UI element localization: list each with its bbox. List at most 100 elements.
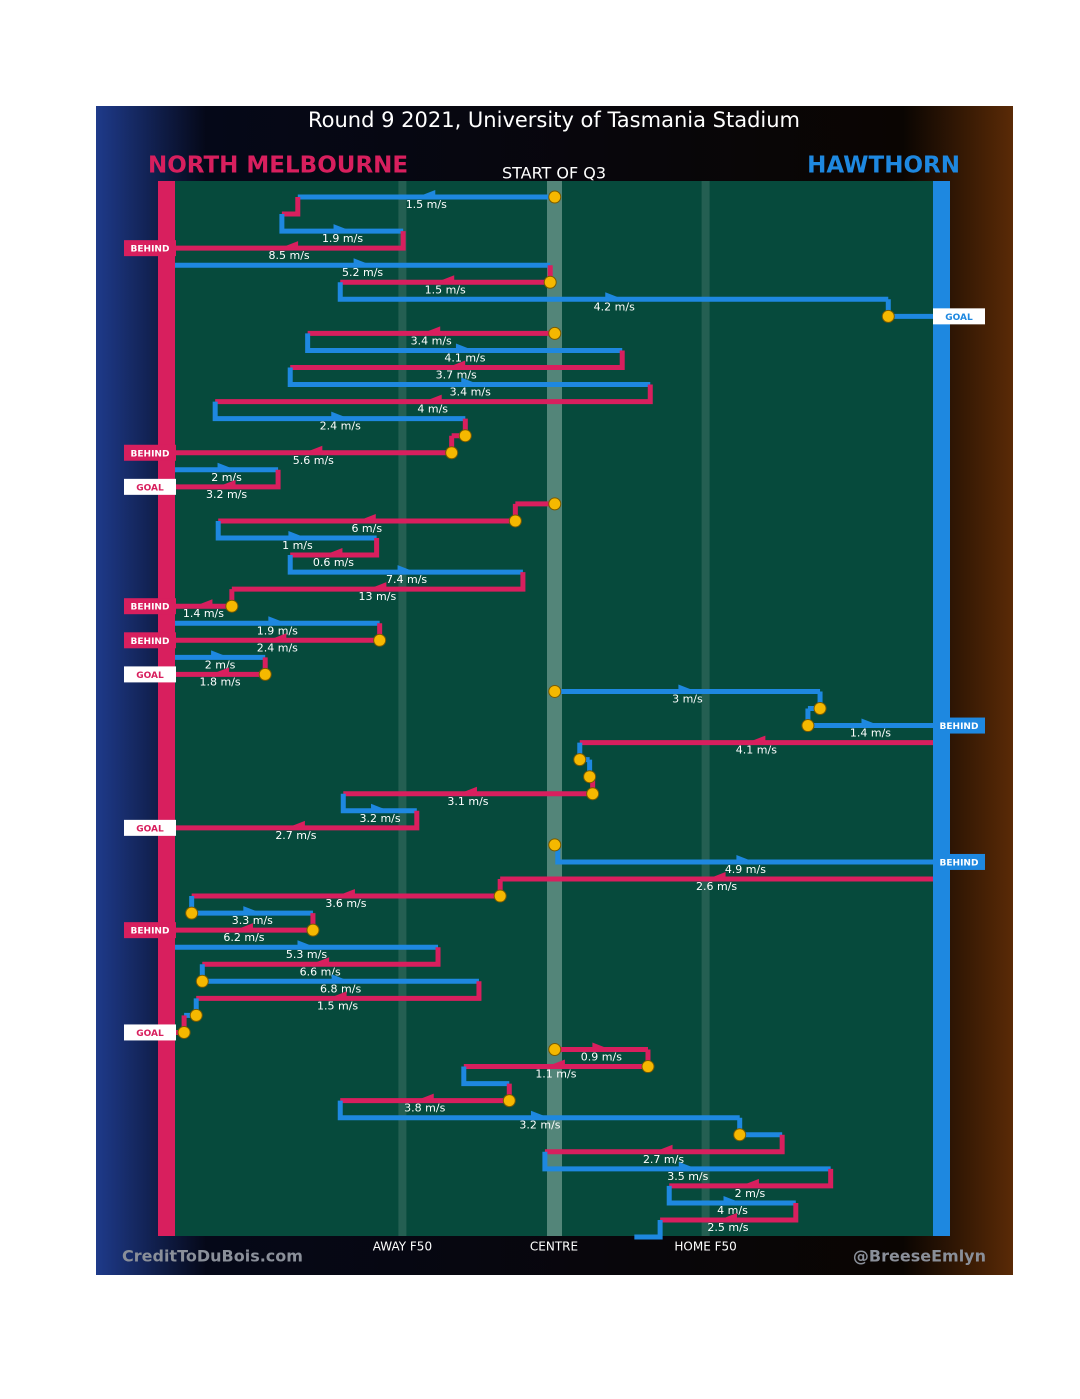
contest-marker (502, 1094, 516, 1108)
possession-path (212, 401, 466, 422)
footer-credit: CreditToDuBois.com (122, 1247, 303, 1266)
possession-path (231, 572, 526, 592)
x-tick-label: HOME F50 (674, 1240, 736, 1254)
possession-path (337, 282, 889, 302)
result-box (124, 922, 176, 939)
contest-marker (641, 1060, 655, 1074)
contest-marker (508, 514, 522, 528)
contest-marker (225, 599, 239, 613)
speed-label: 2.4 m/s (257, 641, 298, 654)
speed-label: 3.1 m/s (447, 795, 488, 808)
home-goal-line (933, 181, 950, 1236)
direction-arrow (861, 718, 880, 726)
speed-label: 13 m/s (359, 590, 397, 603)
field-line (398, 181, 407, 1236)
speed-label: 3.2 m/s (206, 488, 247, 501)
result-label: BEHIND (940, 858, 979, 868)
direction-arrow (333, 224, 352, 232)
direction-arrow (268, 616, 287, 624)
speed-label: 4.1 m/s (444, 351, 485, 364)
result-label: GOAL (945, 313, 973, 323)
contest-marker (306, 923, 320, 937)
speed-label: 6 m/s (351, 522, 382, 535)
result-box (124, 819, 176, 836)
speed-label: 4.9 m/s (725, 863, 766, 876)
contest-marker (548, 1043, 562, 1056)
direction-arrow (357, 513, 376, 521)
direction-arrow (592, 1042, 611, 1050)
speed-label: 1.5 m/s (406, 198, 447, 211)
speed-label: 2.7 m/s (275, 829, 316, 842)
direction-arrow (211, 650, 230, 658)
speed-label: 3.3 m/s (232, 914, 273, 927)
possession-path (279, 214, 404, 234)
direction-arrow (297, 940, 316, 948)
possession-path (215, 520, 377, 541)
direction-arrow (723, 1195, 742, 1203)
direction-arrow (422, 326, 441, 334)
contest-marker (548, 497, 562, 511)
direction-arrow (268, 633, 287, 641)
direction-arrow (740, 1178, 759, 1186)
x-tick-label: AWAY F50 (373, 1240, 432, 1254)
speed-label: 3.5 m/s (667, 1170, 708, 1183)
speed-label: 8.5 m/s (269, 249, 310, 262)
result-label: GOAL (136, 483, 164, 493)
possession-path (215, 384, 653, 405)
speed-label: 3.2 m/s (359, 812, 400, 825)
speed-label: 0.9 m/s (581, 1051, 622, 1064)
speed-label: 3.6 m/s (325, 897, 366, 910)
speed-label: 1.5 m/s (425, 283, 466, 296)
away-goal-line (158, 181, 175, 1236)
contest-marker (445, 446, 459, 460)
direction-arrow (415, 1093, 434, 1101)
direction-arrow (328, 991, 347, 999)
direction-arrow (423, 394, 442, 402)
direction-arrow (331, 974, 350, 982)
speed-label: 5.6 m/s (293, 454, 334, 467)
direction-arrow (286, 820, 305, 828)
speed-label: 4.1 m/s (736, 744, 777, 757)
result-box (933, 308, 985, 325)
result-box (933, 853, 985, 870)
speed-label: 2.5 m/s (707, 1221, 748, 1234)
possession-path (340, 793, 417, 814)
direction-arrow (288, 531, 307, 538)
speed-label: 0.6 m/s (313, 556, 354, 569)
speed-label: 3.7 m/s (436, 369, 477, 382)
result-box (124, 666, 176, 683)
direction-arrow (605, 292, 624, 300)
speed-label: 2.4 m/s (320, 420, 361, 433)
result-box (124, 632, 176, 649)
direction-arrow (368, 582, 387, 590)
direction-arrow (217, 462, 236, 470)
direction-arrow (747, 735, 766, 743)
contest-marker (177, 1025, 191, 1039)
title: Round 9 2021, University of Tasmania Sta… (308, 108, 800, 132)
speed-label: 6.8 m/s (320, 982, 361, 995)
possession-path (337, 1100, 740, 1121)
contest-marker (548, 684, 562, 698)
direction-arrow (311, 957, 330, 965)
team-name: NORTH MELBOURNE (148, 153, 408, 179)
direction-arrow (455, 343, 474, 351)
contest-marker (185, 906, 199, 920)
result-box (124, 444, 176, 461)
result-label: BEHIND (131, 603, 170, 613)
speed-label: 3.4 m/s (450, 386, 491, 399)
speed-label: 3.8 m/s (404, 1102, 445, 1115)
speed-label: 5.3 m/s (286, 948, 327, 961)
direction-arrow (211, 667, 230, 675)
speed-label: 1 m/s (282, 539, 313, 552)
direction-arrow (234, 923, 253, 931)
result-box (124, 1024, 176, 1041)
footer-handle: @BreeseEmlyn (853, 1247, 986, 1266)
result-box (124, 478, 176, 495)
contest-marker (195, 974, 209, 988)
contest-marker (543, 275, 557, 289)
speed-label: 5.2 m/s (342, 266, 383, 279)
contest-marker (583, 770, 597, 784)
direction-arrow (458, 786, 477, 794)
direction-arrow (243, 906, 262, 914)
